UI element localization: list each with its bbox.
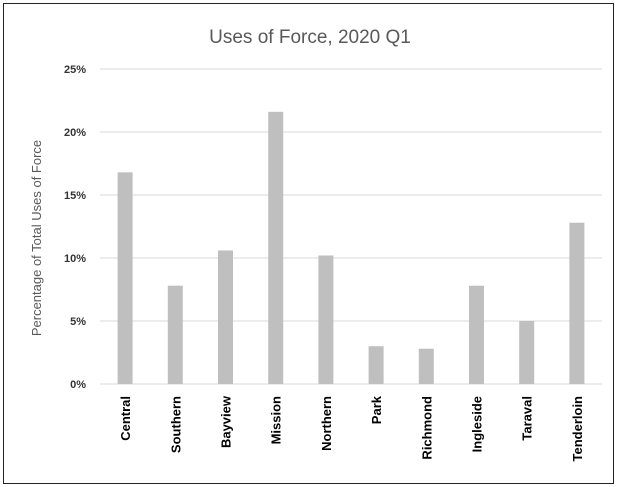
- y-tick-label: 0%: [70, 379, 86, 391]
- bar-park: [368, 346, 384, 384]
- bar-northern: [318, 255, 334, 384]
- x-tick-label: Tenderloin: [570, 396, 585, 462]
- bar-bayview: [218, 250, 233, 384]
- y-tick-label: 15%: [64, 190, 86, 202]
- bar-ingleside: [469, 285, 484, 384]
- x-tick-label: Bayview: [219, 395, 234, 448]
- x-tick-label: Southern: [168, 396, 183, 453]
- chart-title: Uses of Force, 2020 Q1: [209, 27, 411, 48]
- x-tick-labels: Central Southern Bayview Mission Northern Par…: [118, 395, 585, 461]
- x-tick-label: Northern: [319, 396, 334, 451]
- bar-mission: [268, 111, 284, 384]
- gridlines: [100, 68, 602, 385]
- bar-richmond: [418, 348, 434, 384]
- bar-chart: Uses of Force, 2020 Q1 Percentage of Tot…: [29, 27, 602, 461]
- chart-frame: Uses of Force, 2020 Q1 Percentage of Tot…: [3, 3, 614, 484]
- x-tick-label: Richmond: [419, 396, 434, 460]
- y-tick-label: 20%: [64, 127, 86, 139]
- x-tick-label: Mission: [269, 396, 284, 444]
- x-tick-label: Taraval: [520, 396, 535, 441]
- bar-taraval: [519, 321, 535, 384]
- y-tick-labels: 0% 5% 10% 15% 20% 25%: [64, 64, 86, 391]
- y-axis-label: Percentage of Total Uses of Force: [29, 140, 44, 336]
- y-tick-label: 10%: [64, 253, 86, 265]
- bar-central: [117, 172, 133, 384]
- x-tick-label: Central: [118, 396, 133, 441]
- y-tick-label: 25%: [64, 64, 86, 76]
- x-tick-label: Ingleside: [470, 396, 485, 452]
- bar-southern: [167, 285, 183, 384]
- bar-tenderloin: [569, 222, 585, 384]
- x-tick-label: Park: [369, 395, 384, 424]
- bars: [117, 111, 585, 384]
- y-tick-label: 5%: [70, 316, 86, 328]
